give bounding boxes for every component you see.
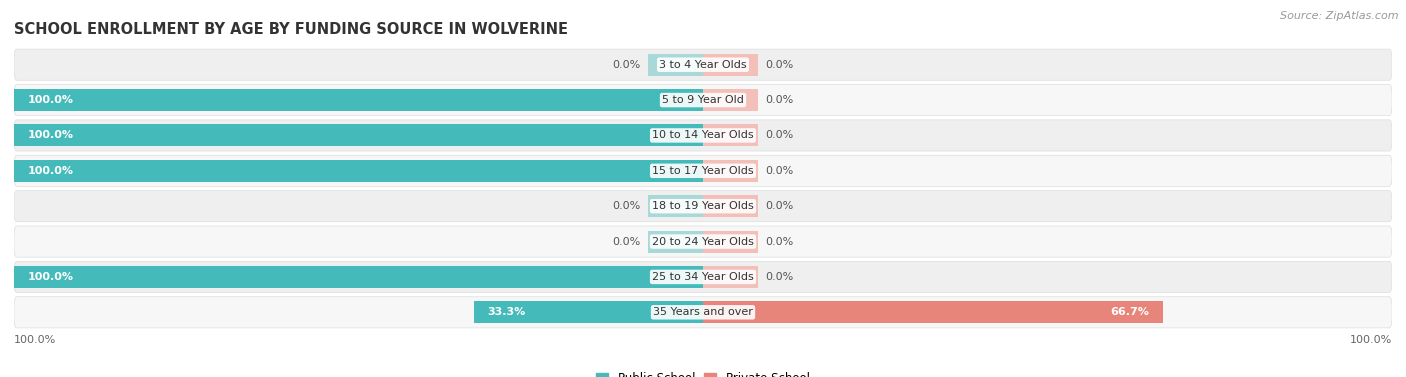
Text: 18 to 19 Year Olds: 18 to 19 Year Olds bbox=[652, 201, 754, 211]
FancyBboxPatch shape bbox=[14, 120, 1392, 151]
Bar bbox=[703, 89, 758, 111]
Text: 100.0%: 100.0% bbox=[14, 335, 56, 345]
Bar bbox=[14, 160, 703, 182]
Text: 35 Years and over: 35 Years and over bbox=[652, 307, 754, 317]
Bar bbox=[648, 195, 703, 217]
FancyBboxPatch shape bbox=[14, 226, 1392, 257]
Bar bbox=[703, 266, 758, 288]
Bar bbox=[14, 266, 703, 288]
Text: 100.0%: 100.0% bbox=[28, 130, 75, 141]
Text: 0.0%: 0.0% bbox=[613, 201, 641, 211]
Text: 0.0%: 0.0% bbox=[765, 60, 793, 70]
Text: 100.0%: 100.0% bbox=[28, 272, 75, 282]
Text: 0.0%: 0.0% bbox=[765, 130, 793, 141]
Legend: Public School, Private School: Public School, Private School bbox=[593, 369, 813, 377]
Text: 10 to 14 Year Olds: 10 to 14 Year Olds bbox=[652, 130, 754, 141]
Text: 0.0%: 0.0% bbox=[765, 272, 793, 282]
Text: 100.0%: 100.0% bbox=[28, 95, 75, 105]
Text: 0.0%: 0.0% bbox=[765, 236, 793, 247]
Text: 25 to 34 Year Olds: 25 to 34 Year Olds bbox=[652, 272, 754, 282]
Bar bbox=[14, 124, 703, 146]
Text: 0.0%: 0.0% bbox=[765, 95, 793, 105]
Bar bbox=[474, 301, 703, 323]
FancyBboxPatch shape bbox=[14, 84, 1392, 116]
Bar bbox=[703, 124, 758, 146]
Bar bbox=[703, 231, 758, 253]
Bar bbox=[703, 301, 1163, 323]
FancyBboxPatch shape bbox=[14, 261, 1392, 293]
Text: 0.0%: 0.0% bbox=[765, 201, 793, 211]
Text: 0.0%: 0.0% bbox=[613, 60, 641, 70]
Text: 5 to 9 Year Old: 5 to 9 Year Old bbox=[662, 95, 744, 105]
Text: 15 to 17 Year Olds: 15 to 17 Year Olds bbox=[652, 166, 754, 176]
Text: 0.0%: 0.0% bbox=[613, 236, 641, 247]
Text: 100.0%: 100.0% bbox=[1350, 335, 1392, 345]
Bar bbox=[648, 54, 703, 76]
Bar bbox=[703, 160, 758, 182]
FancyBboxPatch shape bbox=[14, 49, 1392, 80]
Text: SCHOOL ENROLLMENT BY AGE BY FUNDING SOURCE IN WOLVERINE: SCHOOL ENROLLMENT BY AGE BY FUNDING SOUR… bbox=[14, 22, 568, 37]
Text: 20 to 24 Year Olds: 20 to 24 Year Olds bbox=[652, 236, 754, 247]
Text: 3 to 4 Year Olds: 3 to 4 Year Olds bbox=[659, 60, 747, 70]
FancyBboxPatch shape bbox=[14, 191, 1392, 222]
Bar bbox=[648, 231, 703, 253]
Bar bbox=[14, 89, 703, 111]
Bar bbox=[703, 54, 758, 76]
Text: 100.0%: 100.0% bbox=[28, 166, 75, 176]
Text: Source: ZipAtlas.com: Source: ZipAtlas.com bbox=[1281, 11, 1399, 21]
Text: 0.0%: 0.0% bbox=[765, 166, 793, 176]
FancyBboxPatch shape bbox=[14, 297, 1392, 328]
Text: 33.3%: 33.3% bbox=[488, 307, 526, 317]
FancyBboxPatch shape bbox=[14, 155, 1392, 186]
Bar bbox=[703, 195, 758, 217]
Text: 66.7%: 66.7% bbox=[1109, 307, 1149, 317]
